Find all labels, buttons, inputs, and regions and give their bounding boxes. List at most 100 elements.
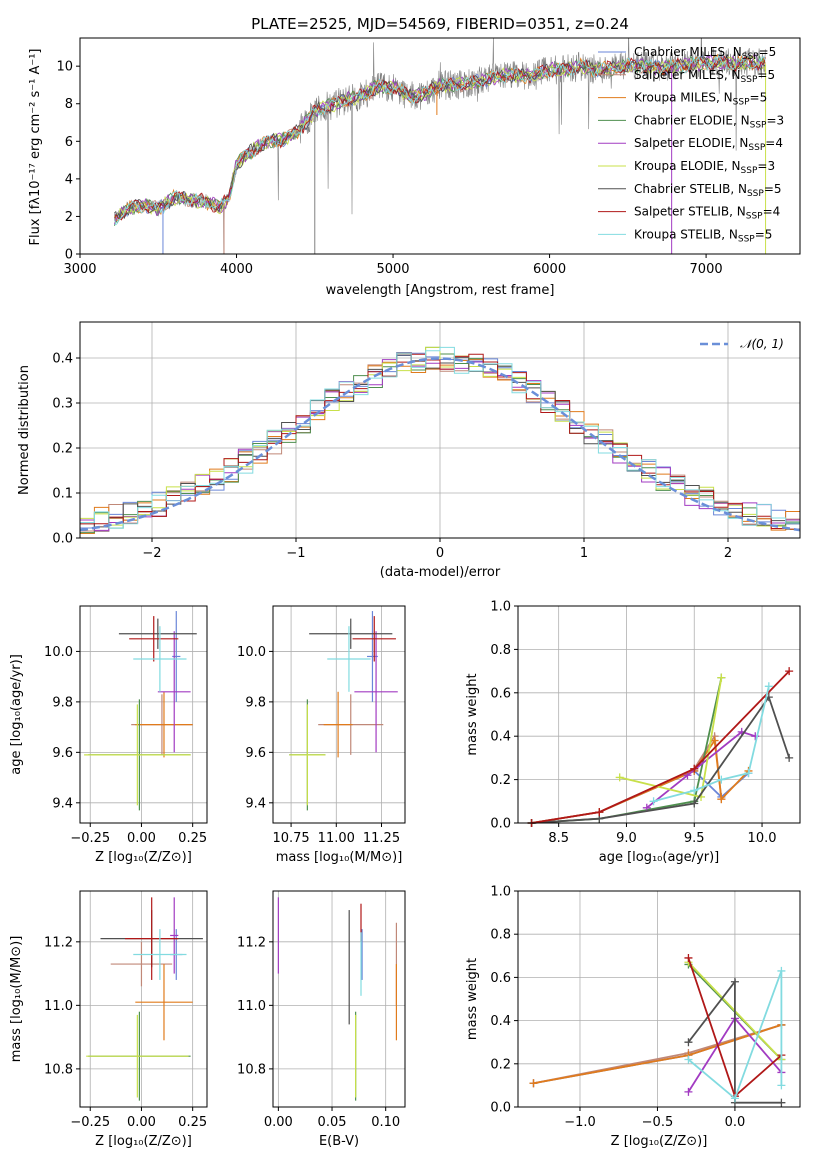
residual_hist-ytick-label: 0.2 xyxy=(52,442,73,457)
spectrum-title: PLATE=2525, MJD=54569, FIBERID=0351, z=0… xyxy=(251,15,629,33)
residual_hist-xtick-label: −1 xyxy=(286,546,305,561)
mass_weight_vs_age-ytick-label: 0.8 xyxy=(490,643,511,658)
residual_hist-ytick-label: 0.3 xyxy=(52,397,73,412)
age_vs_mass-xtick-label: 11.25 xyxy=(363,831,400,846)
mass_vs_ebv-ytick-label: 11.0 xyxy=(237,999,266,1014)
mass_weight_vs_age-marker xyxy=(690,786,699,795)
mass_vs_Z-errorbars xyxy=(86,897,203,1101)
age_vs_mass-frame xyxy=(272,605,406,824)
mass_weight_vs_Z-xtick-label: −1.0 xyxy=(564,1115,596,1130)
mass_weight_vs_age-marker xyxy=(785,753,794,762)
spectrum-model-line-4 xyxy=(114,54,766,225)
mass_weight_vs_age-line-8 xyxy=(653,686,770,803)
legend-label-end: =4 xyxy=(763,205,781,219)
spectrum-ytick-label: 2 xyxy=(65,210,73,225)
legend-label-main: Kroupa ELODIE, N xyxy=(634,159,741,173)
age_vs_Z-xlabel: Z [log₁₀(Z/Z⊙)] xyxy=(95,850,192,865)
residual_hist-xtick-label: 2 xyxy=(724,546,732,561)
mass_weight_vs_Z-marker xyxy=(777,966,786,975)
mass_weight_vs_age-marker xyxy=(785,667,794,676)
spectrum-lines xyxy=(114,38,767,254)
legend-label-sub: SSP xyxy=(741,75,758,85)
mass_vs_Z-xtick-label: 0.25 xyxy=(178,1115,207,1130)
mass_weight_vs_age-series xyxy=(527,667,794,827)
legend-label-sub: SSP xyxy=(741,166,758,176)
mass_weight_vs_Z-ylabel: mass weight xyxy=(465,958,480,1040)
legend-label-main: Kroupa STELIB, N xyxy=(634,227,738,241)
spectrum-model-line-5 xyxy=(114,55,766,217)
mass_weight_vs_Z-marker xyxy=(684,1055,693,1064)
mass_weight_vs_age-marker xyxy=(649,797,658,806)
age_vs_mass-ytick-label: 9.4 xyxy=(245,796,266,811)
legend-label-8: Kroupa STELIB, NSSP=5 xyxy=(634,227,772,244)
legend-label-sub: SSP xyxy=(750,120,767,130)
mass_vs_Z-xtick-label: 0.00 xyxy=(127,1115,156,1130)
mass_weight_vs_Z-ytick-label: 0.8 xyxy=(490,928,511,943)
mass_vs_Z-ytick-label: 11.2 xyxy=(44,935,73,950)
legend-label-main: Salpeter MILES, N xyxy=(634,68,741,82)
mass_weight_vs_Z-marker xyxy=(777,1081,786,1090)
legend-label-main: Salpeter STELIB, N xyxy=(634,205,746,219)
residual_hist-axes: −2 −1 0 1 2 0.0 0.1 0.2 0.3 0.4 xyxy=(52,322,800,561)
mass_weight_vs_age-line-4 xyxy=(646,730,756,809)
spectrum-frame xyxy=(79,37,801,255)
legend-label-sub: SSP xyxy=(742,52,759,62)
mass_weight_vs_age-marker xyxy=(717,795,726,804)
mass_weight_vs_Z-xtick-label: −0.5 xyxy=(642,1115,674,1130)
mass_vs_Z-axes: −0.25 0.00 0.25 10.8 11.0 11.2 xyxy=(44,891,207,1130)
age_vs_mass-ytick-label: 9.6 xyxy=(245,746,266,761)
age_vs_Z-xtick-label: 0.25 xyxy=(178,831,207,846)
legend-label-end: =5 xyxy=(755,227,773,241)
mass_weight_vs_age-marker xyxy=(595,808,604,817)
mass_weight_vs_age-marker xyxy=(717,775,726,784)
mass_vs_Z-ytick-label: 10.8 xyxy=(44,1062,73,1077)
residual_hist-ytick-label: 0.4 xyxy=(52,352,73,367)
legend-label-end: =3 xyxy=(757,159,775,173)
residual_hist-ytick-label: 0.1 xyxy=(52,487,73,502)
residual-series-8 xyxy=(80,346,800,529)
mass_weight_vs_age-line-7 xyxy=(531,670,790,824)
mass_weight_vs_age-ytick-label: 0.4 xyxy=(490,730,511,745)
spectrum-ylabel: Flux [fλ10⁻¹⁷ erg cm⁻² s⁻¹ A⁻¹] xyxy=(28,49,43,246)
residual-series-5 xyxy=(80,346,800,531)
mass_weight_vs_age-line-6 xyxy=(531,695,791,824)
age_vs_mass-xlabel: mass [log₁₀(M/M⊙)] xyxy=(276,850,403,865)
mass_vs_Z-xlabel: Z [log₁₀(Z/Z⊙)] xyxy=(95,1134,192,1149)
residual-steps xyxy=(80,346,800,534)
spectrum-xtick-label: 3000 xyxy=(63,262,96,277)
spectrum-model-line-8 xyxy=(114,54,766,226)
legend-label-5: Kroupa ELODIE, NSSP=3 xyxy=(634,159,775,176)
mass_weight_vs_Z-xtick-label: 0.0 xyxy=(725,1115,746,1130)
legend-label-sub: SSP xyxy=(747,189,764,199)
age_vs_mass-xtick-label: 11.00 xyxy=(318,831,355,846)
legend-label-sub: SSP xyxy=(738,234,755,244)
residual_hist-xtick-label: 1 xyxy=(580,546,588,561)
legend-label-end: =3 xyxy=(766,113,784,127)
legend-label-sub: SSP xyxy=(746,212,763,222)
mass_vs_ebv-errorbars xyxy=(277,897,398,1101)
mass_vs_Z-frame xyxy=(79,890,208,1108)
mass_weight_vs_Z-series xyxy=(529,953,786,1107)
legend-label-3: Chabrier ELODIE, NSSP=3 xyxy=(634,113,784,130)
mass_weight_vs_age-marker xyxy=(764,682,773,691)
legend-label-6: Chabrier STELIB, NSSP=5 xyxy=(634,182,782,199)
legend-label-0: Chabrier MILES, NSSP=5 xyxy=(634,45,776,62)
spectrum-ytick-label: 8 xyxy=(65,97,73,112)
age_vs_Z-ylabel: age [log₁₀(age/yr)] xyxy=(9,654,24,775)
mass_weight_vs_Z-xlabel: Z [log₁₀(Z/Z⊙)] xyxy=(611,1134,708,1149)
spectrum-xtick-label: 4000 xyxy=(220,262,253,277)
age_vs_Z-errorbars xyxy=(84,611,197,811)
mass_weight_vs_age-xtick-label: 8.5 xyxy=(548,831,569,846)
legend-label-end: =5 xyxy=(759,45,777,59)
spectrum-ytick-label: 4 xyxy=(65,172,73,187)
mass_vs_ebv-axes: 0.00 0.05 0.10 10.8 11.0 11.2 xyxy=(237,891,405,1130)
mass_weight_vs_age-xtick-label: 9.0 xyxy=(616,831,637,846)
age_vs_Z-ytick-label: 9.8 xyxy=(52,695,73,710)
age_vs_mass-errorbars xyxy=(289,611,398,811)
legend-label-main: Chabrier MILES, N xyxy=(634,45,742,59)
mass_weight_vs_age-ytick-label: 1.0 xyxy=(490,600,511,615)
legend-label-main: Kroupa MILES, N xyxy=(634,91,733,105)
mass_weight_vs_Z-ytick-label: 1.0 xyxy=(490,885,511,900)
